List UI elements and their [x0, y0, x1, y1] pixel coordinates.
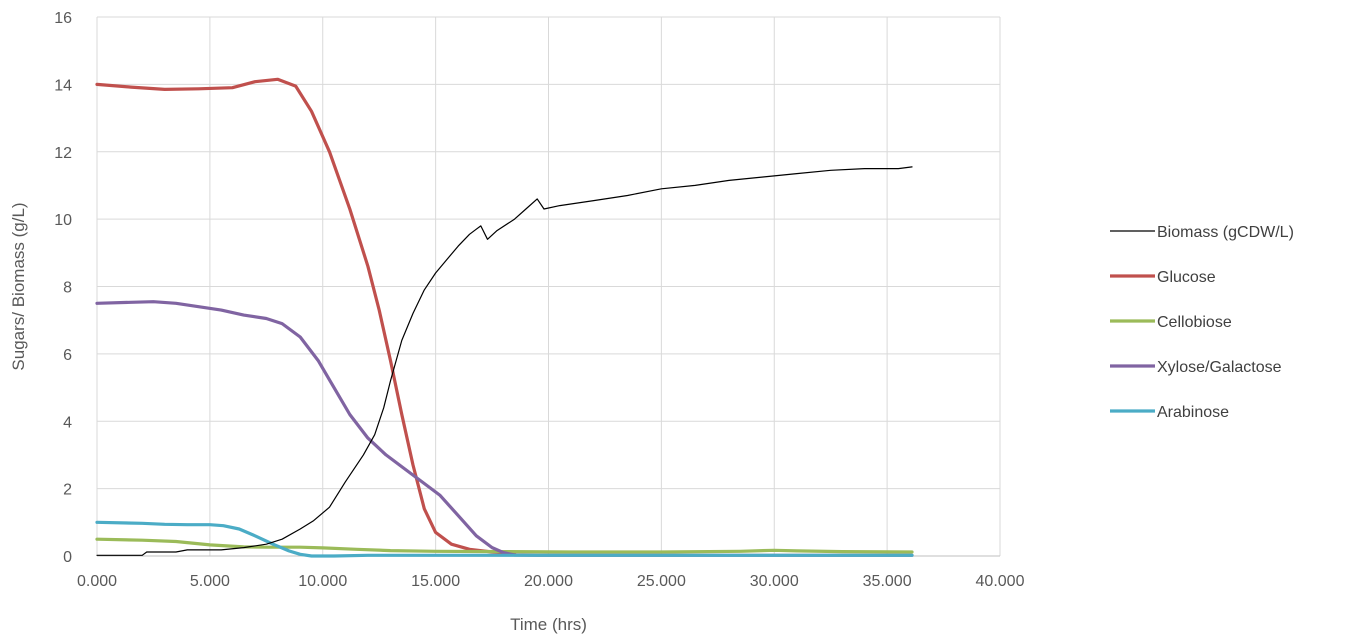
x-tick-label: 10.000 [298, 573, 347, 590]
x-tick-label: 5.000 [190, 573, 230, 590]
x-tick-label: 35.000 [863, 573, 912, 590]
x-tick-label: 30.000 [750, 573, 799, 590]
y-tick-label: 4 [63, 414, 72, 431]
legend-label-glucose: Glucose [1157, 269, 1216, 286]
y-tick-label: 0 [63, 549, 72, 566]
series-line-cellobiose [95, 537, 914, 554]
grid [96, 16, 1001, 557]
x-tick-label: 20.000 [524, 573, 573, 590]
legend-label-xylose-galactose: Xylose/Galactose [1157, 359, 1282, 376]
x-tick-label: 0.000 [77, 573, 117, 590]
legend-label-biomass-gcdw-l: Biomass (gCDW/L) [1157, 224, 1294, 241]
series-line-arabinose [95, 520, 914, 558]
y-tick-label: 12 [54, 145, 72, 162]
series-line-xylose-galactose [95, 300, 914, 557]
y-tick-label: 8 [63, 280, 72, 297]
y-tick-label: 10 [54, 212, 72, 229]
x-tick-label: 40.000 [976, 573, 1025, 590]
y-tick-label: 2 [63, 482, 72, 499]
x-tick-label: 15.000 [411, 573, 460, 590]
legend: Biomass (gCDW/L) Glucose Cellobiose Xylose/… [1110, 224, 1294, 421]
tick-labels: 0 2 4 6 8 10 12 14 16 0.000 5.000 10.000 15.000 20.00… [54, 10, 1024, 590]
x-tick-label: 25.000 [637, 573, 686, 590]
legend-label-arabinose: Arabinose [1157, 404, 1229, 421]
x-axis-title: Time (hrs) [510, 615, 587, 634]
legend-label-cellobiose: Cellobiose [1157, 314, 1232, 331]
series-line-biomass-gcdw-l [96, 166, 913, 556]
series-lines [95, 77, 914, 558]
series-line-glucose [95, 77, 517, 555]
y-tick-label: 6 [63, 347, 72, 364]
y-tick-label: 14 [54, 77, 72, 94]
y-tick-label: 16 [54, 10, 72, 27]
y-axis-title: Sugars/ Biomass (g/L) [9, 202, 28, 370]
